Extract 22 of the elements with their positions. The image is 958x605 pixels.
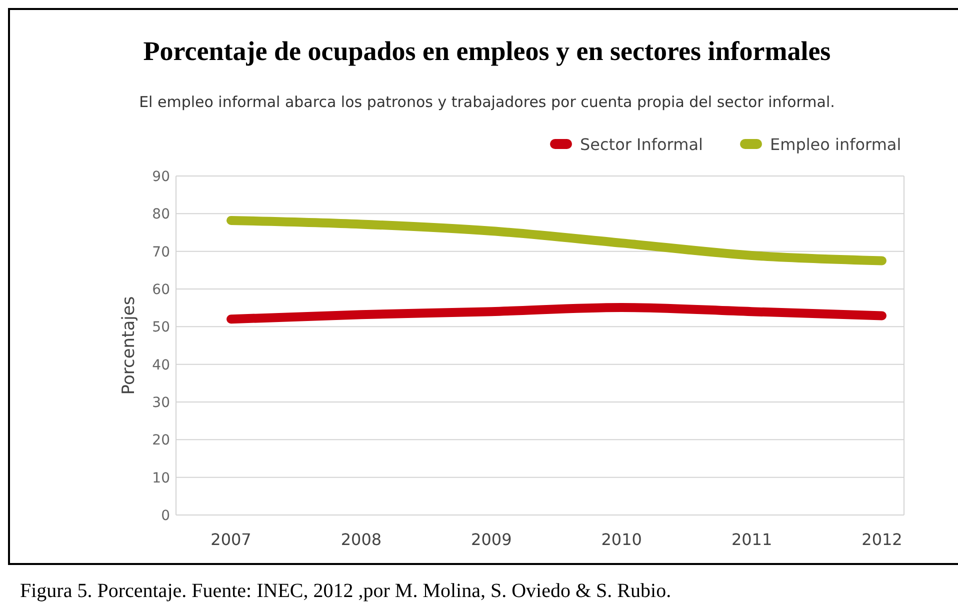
y-tick-label: 70 — [152, 244, 170, 260]
y-tick-label: 60 — [152, 282, 170, 298]
y-tick-label: 10 — [152, 470, 170, 486]
x-tick-label: 2009 — [471, 530, 512, 549]
chart-title: Porcentaje de ocupados en empleos y en sectores informales — [143, 36, 831, 66]
y-axis-title: Porcentajes — [119, 296, 139, 395]
y-tick-label: 20 — [152, 432, 170, 449]
y-tick-label: 30 — [152, 395, 170, 411]
legend-label: Sector Informal — [580, 135, 703, 154]
legend-label: Empleo informal — [770, 135, 902, 154]
y-tick-label: 50 — [152, 320, 170, 336]
x-tick-label: 2008 — [340, 530, 382, 549]
y-tick-label: 0 — [161, 508, 170, 524]
x-tick-label: 2007 — [210, 530, 252, 549]
x-tick-label: 2012 — [862, 530, 902, 549]
y-tick-label: 80 — [152, 206, 170, 223]
y-tick-label: 40 — [152, 357, 170, 374]
x-tick-label: 2010 — [601, 530, 642, 549]
text: Figura 5. Porcentaje. Fuente: INEC, 2012 ,por M. Molina, S. Oviedo & S. Rubio. — [20, 580, 672, 602]
chart-subtitle: El empleo informal abarca los patronos y trabajadores por cuenta propia del sector informal. — [139, 93, 835, 111]
x-tick-label: 2011 — [731, 530, 772, 549]
y-tick-label: 90 — [152, 169, 170, 185]
